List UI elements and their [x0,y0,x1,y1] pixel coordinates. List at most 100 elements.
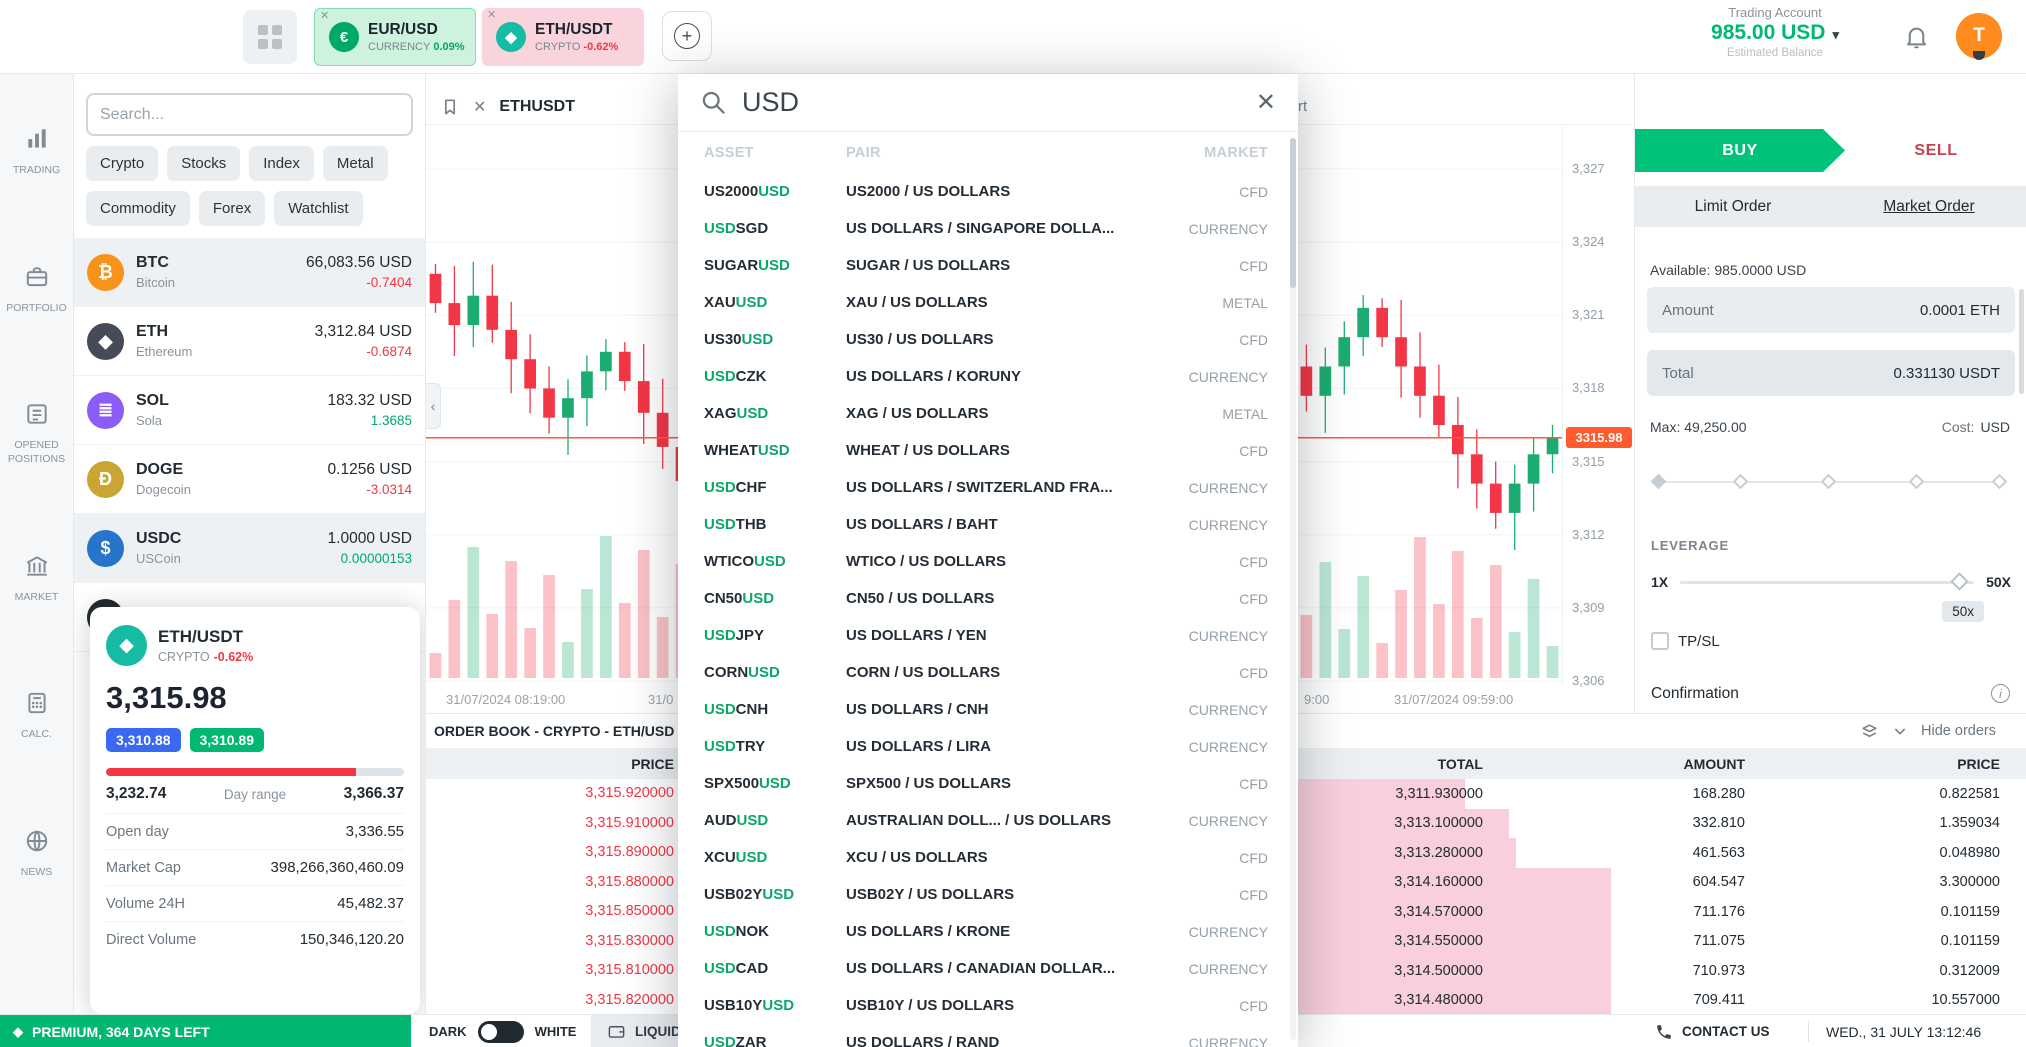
market-order-tab[interactable]: Market Order [1883,197,1975,215]
hide-orders-control[interactable]: Hide orders [1860,722,2026,741]
orderbook-sell-price[interactable]: 3,315.830000 [585,932,674,949]
search-result-row[interactable]: USB02YUSD USB02Y / US DOLLARS CFD [678,877,1298,914]
percent-marker[interactable] [1908,473,1925,490]
sidebar-item-news[interactable]: NEWS [2,828,72,880]
filter-chip-stocks[interactable]: Stocks [167,146,241,181]
account-switcher[interactable]: Trading Account 985.00 USD ▾ Estimated Ba… [1670,5,1880,59]
search-result-row[interactable]: SUGARUSD SUGAR / US DOLLARS CFD [678,248,1298,285]
search-result-row[interactable]: SPX500USD SPX500 / US DOLLARS CFD [678,766,1298,803]
search-result-row[interactable]: USDCHF US DOLLARS / SWITZERLAND FRA... CUR… [678,470,1298,507]
close-icon[interactable]: ✕ [320,10,330,22]
hide-orders-label[interactable]: Hide orders [1921,723,1996,739]
chevron-down-icon[interactable] [1892,723,1908,739]
leverage-slider[interactable] [1680,571,1975,591]
premium-badge[interactable]: ◆ PREMIUM, 364 DAYS LEFT [0,1015,411,1047]
close-icon[interactable]: ✕ [487,9,497,21]
orderbook-sell-price[interactable]: 3,315.880000 [585,873,674,890]
total-field[interactable]: Total 0.331130 USDT [1647,350,2015,396]
info-icon[interactable]: i [1991,684,2010,703]
search-result-row[interactable]: USDCNH US DOLLARS / CNH CURRENCY [678,692,1298,729]
orderbook-row[interactable]: 3,314.570000 711.176 0.101159 [1298,897,2026,927]
filter-chip-metal[interactable]: Metal [322,146,388,181]
sidebar-item-market[interactable]: MARKET [2,553,72,605]
sidebar-item-calc[interactable]: CALC. [2,690,72,742]
search-result-row[interactable]: CN50USD CN50 / US DOLLARS CFD [678,581,1298,618]
search-result-row[interactable]: CORNUSD CORN / US DOLLARS CFD [678,655,1298,692]
contact-us-button[interactable]: CONTACT US [1655,1015,1770,1047]
orderbook-sell-price[interactable]: 3,315.810000 [585,962,674,978]
leverage-handle[interactable] [1950,571,1969,591]
orderbook-row[interactable]: 3,313.100000 332.810 1.359034 [1298,808,2026,838]
filter-chip-crypto[interactable]: Crypto [86,146,159,181]
apps-grid-button[interactable] [243,10,297,64]
sell-tab[interactable]: SELL [1845,129,2026,172]
panel-scrollbar[interactable] [2019,289,2024,394]
filter-chip-forex[interactable]: Forex [198,191,266,226]
filter-chip-commodity[interactable]: Commodity [86,191,190,226]
modal-scrollbar[interactable] [1290,138,1296,1040]
search-result-row[interactable]: USDZAR US DOLLARS / RAND CURRENCY [678,1025,1298,1047]
orderbook-row[interactable]: 3,314.550000 711.075 0.101159 [1298,926,2026,956]
buy-tab[interactable]: BUY [1635,129,1845,172]
sidebar-item-trading[interactable]: TRADING [2,126,72,178]
orderbook-sell-price[interactable]: 3,315.820000 [585,991,674,1008]
search-result-row[interactable]: USDTHB US DOLLARS / BAHT CURRENCY [678,507,1298,544]
orderbook-row[interactable]: 3,313.280000 461.563 0.048980 [1298,838,2026,868]
sidebar-item-opened-positions[interactable]: OPENED POSITIONS [2,401,72,466]
close-icon[interactable]: ✕ [1255,88,1276,116]
search-result-row[interactable]: XAUUSD XAU / US DOLLARS METAL [678,285,1298,322]
orderbook-row[interactable]: 3,314.480000 709.411 10.557000 [1298,985,2026,1015]
asset-row-eth[interactable]: ◆ ETH Ethereum 3,312.84 USD -0.6874 [74,307,425,376]
orderbook-row[interactable]: 3,314.160000 604.547 3.300000 [1298,867,2026,897]
bookmark-icon[interactable] [440,97,460,117]
search-result-row[interactable]: USDTRY US DOLLARS / LIRA CURRENCY [678,729,1298,766]
filter-chip-index[interactable]: Index [249,146,314,181]
search-result-row[interactable]: USB10YUSD USB10Y / US DOLLARS CFD [678,988,1298,1025]
search-result-row[interactable]: XAGUSD XAG / US DOLLARS METAL [678,396,1298,433]
orderbook-sell-price[interactable]: 3,315.850000 [585,903,674,919]
percent-slider[interactable] [1650,473,2008,490]
percent-marker[interactable] [1650,473,1667,490]
watchlist-search[interactable] [86,93,413,136]
orderbook-sell-price[interactable]: 3,315.920000 [585,785,674,801]
search-result-row[interactable]: USDNOK US DOLLARS / KRONE CURRENCY [678,914,1298,951]
symbol-tab-eurusd[interactable]: ✕ € EUR/USD CURRENCY 0.09% [314,8,476,66]
amount-field[interactable]: Amount 0.0001 ETH [1647,287,2015,333]
search-result-row[interactable]: XCUUSD XCU / US DOLLARS CFD [678,840,1298,877]
scrollbar-thumb[interactable] [1290,138,1296,288]
percent-marker[interactable] [1820,473,1837,490]
search-result-row[interactable]: USDJPY US DOLLARS / YEN CURRENCY [678,618,1298,655]
percent-marker[interactable] [1732,473,1749,490]
avatar[interactable]: T [1956,13,2002,60]
layers-icon[interactable] [1860,722,1879,741]
chevron-down-icon[interactable]: ▾ [1832,27,1839,42]
watchlist-search-input[interactable] [100,105,399,124]
search-result-row[interactable]: AUDUSD AUSTRALIAN DOLL... / US DOLLARS CUR… [678,803,1298,840]
percent-marker[interactable] [1991,473,2008,490]
search-result-row[interactable]: USDCZK US DOLLARS / KORUNY CURRENCY [678,359,1298,396]
search-result-row[interactable]: USDSGD US DOLLARS / SINGAPORE DOLLA... CUR… [678,211,1298,248]
filter-chip-watchlist[interactable]: Watchlist [274,191,363,226]
search-result-row[interactable]: US2000USD US2000 / US DOLLARS CFD [678,174,1298,211]
orderbook-sell-price[interactable]: 3,315.910000 [585,814,674,831]
tpsl-toggle[interactable]: TP/SL [1651,632,1720,650]
limit-order-tab[interactable]: Limit Order [1694,197,1772,215]
collapse-panel-handle[interactable]: ‹ [426,383,441,429]
tpsl-checkbox[interactable] [1651,632,1669,650]
asset-row-doge[interactable]: Ð DOGE Dogecoin 0.1256 USD -3.0314 [74,445,425,514]
orderbook-row[interactable]: 3,314.500000 710.973 0.312009 [1298,956,2026,986]
add-symbol-button[interactable]: + [662,11,712,61]
asset-row-usdc[interactable]: $ USDC USCoin 1.0000 USD 0.00000153 [74,514,425,583]
orderbook-sell-price[interactable]: 3,315.890000 [585,844,674,860]
search-result-row[interactable]: US30USD US30 / US DOLLARS CFD [678,322,1298,359]
search-result-row[interactable]: USDCAD US DOLLARS / CANADIAN DOLLAR... CUR… [678,951,1298,988]
search-result-row[interactable]: WHEATUSD WHEAT / US DOLLARS CFD [678,433,1298,470]
symbol-tab-ethusdt[interactable]: ✕ ◆ ETH/USDT CRYPTO -0.62% [482,8,644,66]
notifications-bell-icon[interactable] [1903,23,1930,55]
asset-row-btc[interactable]: ₿ BTC Bitcoin 66,083.56 USD -0.7404 [74,238,425,307]
sidebar-item-portfolio[interactable]: PORTFOLIO [2,264,72,316]
asset-row-sol[interactable]: ≣ SOL Sola 183.32 USD 1.3685 [74,376,425,445]
theme-toggle[interactable] [477,1020,524,1043]
symbol-search-input[interactable] [742,87,1241,118]
orderbook-row[interactable]: 3,311.930000 168.280 0.822581 [1298,779,2026,809]
